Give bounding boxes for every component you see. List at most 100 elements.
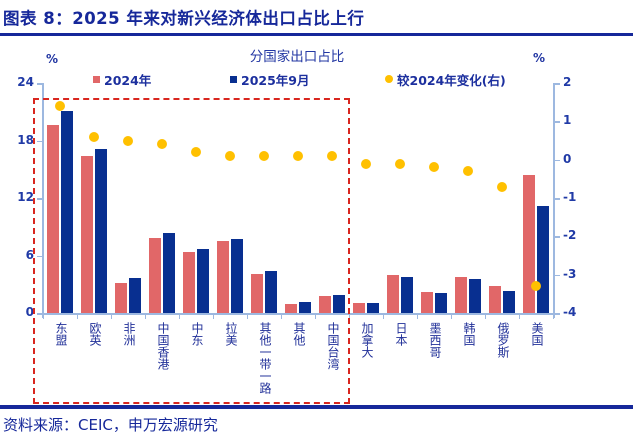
right-axis-tick-label: 2 [563,75,572,89]
x-axis-tick [484,313,486,319]
category-label: 中国台湾 [326,322,340,370]
x-axis-tick [110,313,112,319]
bar-2025 [163,232,175,313]
bar-2025 [537,205,549,313]
legend-item-change: 较2024年变化(右) [385,72,506,88]
x-axis-line [42,313,554,315]
bar-2025 [469,279,481,313]
bar-2024 [47,125,59,313]
change-dot [191,147,201,157]
legend-dot-change-icon [385,75,393,83]
bar-2024 [149,238,161,313]
bar-2024 [353,303,365,313]
source-note: 资料来源：CEIC，申万宏源研究 [3,416,218,434]
right-axis-line [553,83,555,318]
category-label: 加拿大 [360,322,374,358]
left-axis-tick [37,313,42,315]
legend-item-2024: 2024年 [93,72,152,88]
page-title: 图表 8：2025 年来对新兴经济体出口占比上行 [3,9,365,28]
category-label: 中东 [190,322,204,346]
bar-2024 [489,286,501,313]
bar-2024 [523,175,535,313]
left-axis-tick-label: 0 [25,305,34,319]
right-axis-tick [555,274,560,277]
left-axis-tick [37,140,42,142]
change-dot [123,135,133,146]
legend-item-2025: 2025年9月 [230,72,310,88]
bar-2025 [333,294,345,313]
change-dot [497,181,507,192]
change-dot [293,150,303,161]
x-axis-tick [416,313,418,319]
x-axis-tick [280,313,282,319]
x-axis-tick [382,313,384,319]
change-dot [225,150,235,161]
bar-2024 [285,304,297,313]
category-label: 墨西哥 [428,322,442,358]
right-axis-tick-label: -2 [563,228,577,243]
category-label: 俄罗斯 [496,322,510,358]
left-axis-tick [37,198,42,200]
right-axis-tick-label: -3 [563,266,577,281]
bar-2025 [231,239,243,313]
x-axis-tick [314,313,316,319]
bar-2024 [251,273,263,313]
category-label: 东盟 [54,322,68,346]
bar-2025 [265,270,277,313]
change-dot [259,150,269,161]
category-label: 欧英 [88,322,102,346]
bar-2024 [421,291,433,313]
right-axis-tick [555,121,560,123]
category-label: 非洲 [122,322,136,346]
bar-2024 [115,283,127,313]
bar-2024 [319,295,331,313]
legend-square-2024-icon [93,75,100,83]
change-dot [361,158,371,169]
left-axis-tick-label: 12 [17,190,34,204]
change-dot [429,162,439,173]
legend-label-change: 较2024年变化(右) [397,72,506,88]
category-label: 其他 [292,322,306,346]
bar-2024 [387,274,399,313]
bar-2025 [61,110,73,313]
right-axis-tick [555,236,560,238]
bar-2025 [299,302,311,313]
change-dot [89,131,99,142]
right-axis-tick-label: -1 [563,190,577,204]
bar-2025 [367,303,379,313]
x-axis-tick [450,313,452,319]
bar-2025 [435,292,447,313]
change-dot [395,158,405,169]
category-label: 美国 [530,322,544,346]
left-axis-tick-label: 6 [25,247,34,262]
change-dot [463,166,473,177]
left-axis-line [42,83,44,318]
category-label: 中国香港 [156,322,170,370]
emerging-economies-highlight-box [33,98,350,404]
change-dot [157,139,167,150]
legend-label-2024: 2024年 [104,72,152,88]
left-axis-tick-label: 24 [17,75,34,89]
category-label: 韩国 [462,322,476,346]
right-axis-tick [555,159,560,162]
bar-2025 [503,290,515,313]
left-axis-tick-label: 18 [17,132,34,147]
category-label: 其他一带一路 [258,322,272,394]
change-dot [327,150,337,161]
left-axis-tick [37,83,42,85]
category-label: 拉美 [224,322,238,346]
right-axis-tick [555,313,560,315]
bar-2025 [95,149,107,313]
left-axis-unit-label: % [46,52,59,66]
bar-2025 [129,277,141,313]
x-axis-tick [42,313,44,319]
change-dot [55,101,65,111]
title-underline [0,33,633,36]
left-axis-tick [37,255,42,257]
x-axis-tick [178,313,180,319]
bar-2024 [455,276,467,313]
bar-2024 [183,251,195,313]
legend-square-2025-icon [230,75,237,83]
right-axis-tick-label: 1 [563,113,572,128]
